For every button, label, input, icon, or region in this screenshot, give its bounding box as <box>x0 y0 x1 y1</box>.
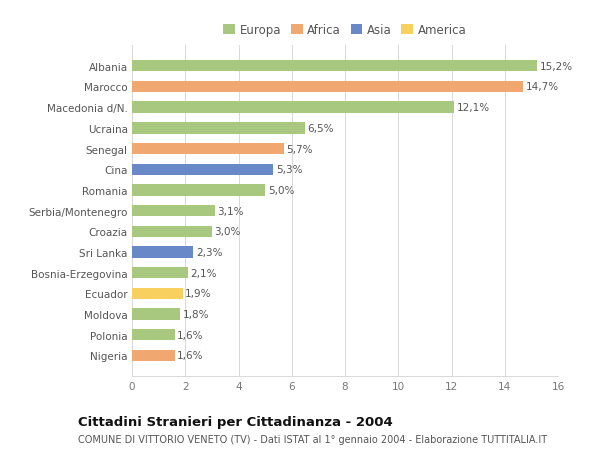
Bar <box>132 350 175 361</box>
Bar <box>132 226 212 237</box>
Bar <box>132 144 284 155</box>
Text: 1,8%: 1,8% <box>182 309 209 319</box>
Text: 14,7%: 14,7% <box>526 82 559 92</box>
Text: 2,3%: 2,3% <box>196 247 223 257</box>
Bar <box>132 330 175 341</box>
Text: 1,9%: 1,9% <box>185 289 212 299</box>
Bar <box>132 247 193 258</box>
Text: 3,0%: 3,0% <box>215 227 241 237</box>
Bar <box>132 309 180 320</box>
Text: 3,1%: 3,1% <box>217 206 244 216</box>
Bar <box>132 288 182 299</box>
Text: 2,1%: 2,1% <box>191 268 217 278</box>
Text: 5,3%: 5,3% <box>276 165 302 175</box>
Bar <box>132 61 537 72</box>
Bar <box>132 123 305 134</box>
Bar <box>132 268 188 279</box>
Text: 6,5%: 6,5% <box>308 123 334 134</box>
Text: Cittadini Stranieri per Cittadinanza - 2004: Cittadini Stranieri per Cittadinanza - 2… <box>78 415 393 428</box>
Text: 1,6%: 1,6% <box>177 330 204 340</box>
Legend: Europa, Africa, Asia, America: Europa, Africa, Asia, America <box>223 24 467 37</box>
Bar <box>132 206 215 217</box>
Text: 12,1%: 12,1% <box>457 103 490 113</box>
Bar <box>132 82 523 93</box>
Bar <box>132 164 273 175</box>
Text: 5,0%: 5,0% <box>268 185 294 196</box>
Text: COMUNE DI VITTORIO VENETO (TV) - Dati ISTAT al 1° gennaio 2004 - Elaborazione TU: COMUNE DI VITTORIO VENETO (TV) - Dati IS… <box>78 434 547 444</box>
Bar <box>132 185 265 196</box>
Text: 5,7%: 5,7% <box>286 144 313 154</box>
Text: 1,6%: 1,6% <box>177 351 204 361</box>
Text: 15,2%: 15,2% <box>539 62 572 72</box>
Bar <box>132 102 454 113</box>
